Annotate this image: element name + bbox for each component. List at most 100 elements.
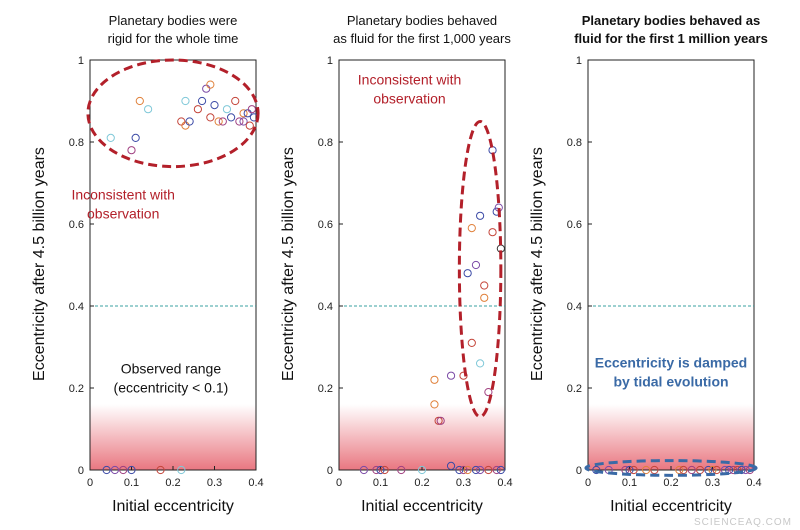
- data-point: [372, 465, 381, 475]
- data-point: [471, 465, 481, 475]
- y-tick-label: 0.4: [69, 301, 84, 313]
- x-tick-label: 0.3: [207, 477, 222, 489]
- y-tick-label: 1: [327, 55, 333, 67]
- y-tick-label: 0.8: [69, 137, 84, 149]
- x-tick-label: 0.4: [746, 477, 761, 489]
- data-point: [127, 465, 136, 475]
- y-tick-label: 0.6: [567, 219, 582, 231]
- data-point: [245, 121, 254, 130]
- panel-title-line: Planetary bodies behaved: [346, 13, 498, 28]
- data-point: [467, 224, 476, 233]
- annotation-text: Inconsistent with: [358, 72, 462, 88]
- data-point: [488, 228, 497, 237]
- data-point: [206, 80, 215, 89]
- annotation-text: (eccentricity < 0.1): [114, 380, 229, 396]
- data-point: [476, 465, 485, 475]
- panel-title-line: as fluid for the first 1,000 years: [333, 31, 511, 46]
- data-point: [222, 105, 232, 114]
- y-tick-label: 1: [576, 55, 582, 67]
- data-point: [492, 465, 501, 475]
- data-point: [127, 146, 136, 155]
- x-axis-label: Initial eccentricity: [610, 498, 732, 515]
- data-point: [679, 465, 688, 475]
- panel-1: 0 0.2 0.4 0.6 0.8 1 0 0.1 0.2 0.3 0.4 Inconsistent …: [69, 55, 264, 489]
- data-point: [110, 465, 120, 475]
- data-point: [480, 281, 489, 290]
- data-point: [737, 465, 746, 475]
- data-point: [210, 101, 219, 110]
- highlight-ellipse: [584, 459, 758, 477]
- x-tick-label: 0.1: [622, 477, 637, 489]
- y-axis-label: Eccentricity after 4.5 billion years: [280, 147, 297, 381]
- data-point: [434, 416, 443, 425]
- panel-title: Planetary bodies behaved as fluid for the…: [299, 12, 545, 48]
- data-point: [675, 465, 684, 475]
- panel-title-line: rigid for the whole time: [107, 31, 239, 46]
- data-point: [231, 96, 240, 106]
- data-point: [181, 96, 190, 106]
- data-point: [359, 465, 368, 475]
- data-point: [397, 465, 406, 475]
- data-point: [729, 465, 738, 475]
- watermark-text: SCIENCEAQ.COM: [693, 517, 792, 528]
- data-point: [430, 400, 439, 409]
- observed-range-band: [588, 404, 754, 470]
- data-point: [463, 269, 472, 278]
- data-point: [484, 465, 493, 475]
- annotation-text: Eccentricity is damped: [595, 355, 748, 371]
- panel-title-line: Planetary bodies were: [108, 13, 238, 28]
- y-tick-label: 0: [576, 465, 582, 477]
- data-point: [239, 117, 248, 126]
- x-tick-label: 0.2: [414, 477, 429, 489]
- data-point: [476, 359, 485, 368]
- data-point: [417, 465, 427, 475]
- x-tick-label: 0.3: [456, 477, 471, 489]
- x-tick-label: 0: [585, 477, 591, 489]
- data-point: [480, 293, 489, 302]
- x-tick-label: 0.4: [497, 477, 512, 489]
- data-point: [177, 117, 186, 126]
- data-point: [135, 96, 144, 106]
- y-tick-label: 0.8: [318, 137, 333, 149]
- data-point: [459, 465, 468, 475]
- data-point: [467, 338, 476, 347]
- x-axis-label: Initial eccentricity: [361, 498, 483, 515]
- data-point: [197, 96, 207, 106]
- x-tick-label: 0: [87, 477, 93, 489]
- y-tick-label: 0.2: [318, 383, 333, 395]
- highlight-ellipse: [86, 58, 260, 169]
- data-point: [202, 84, 211, 93]
- y-tick-label: 0.8: [567, 137, 582, 149]
- data-point: [206, 113, 215, 122]
- data-point: [484, 388, 493, 397]
- data-point: [712, 465, 721, 475]
- data-point: [446, 461, 456, 470]
- data-point: [106, 133, 115, 142]
- x-axis-label: Initial eccentricity: [112, 498, 234, 515]
- y-tick-label: 0.4: [318, 301, 333, 313]
- annotation-text: by tidal evolution: [613, 374, 728, 390]
- x-tick-label: 0.4: [248, 477, 263, 489]
- data-point: [642, 465, 651, 475]
- data-point: [592, 465, 601, 475]
- data-point: [181, 121, 190, 130]
- y-tick-label: 0.2: [567, 383, 582, 395]
- x-tick-label: 0.3: [705, 477, 720, 489]
- y-axis-label: Eccentricity after 4.5 billion years: [529, 147, 546, 381]
- panel-title: Planetary bodies behaved as fluid for the…: [548, 12, 794, 48]
- y-tick-label: 0.6: [318, 219, 333, 231]
- data-point: [227, 113, 236, 122]
- panel-title: Planetary bodies were rigid for the whole…: [50, 12, 296, 48]
- y-tick-label: 0.2: [69, 383, 84, 395]
- data-point: [102, 465, 111, 475]
- data-point: [496, 465, 505, 475]
- x-tick-label: 0.1: [373, 477, 388, 489]
- data-point: [119, 465, 128, 475]
- data-point: [177, 465, 186, 475]
- observed-range-band: [339, 404, 505, 470]
- data-point: [235, 117, 244, 126]
- panel-2: 0 0.2 0.4 0.6 0.8 1 0 0.1 0.2 0.3 0.4 Inconsistent …: [318, 55, 513, 489]
- data-point: [476, 211, 485, 220]
